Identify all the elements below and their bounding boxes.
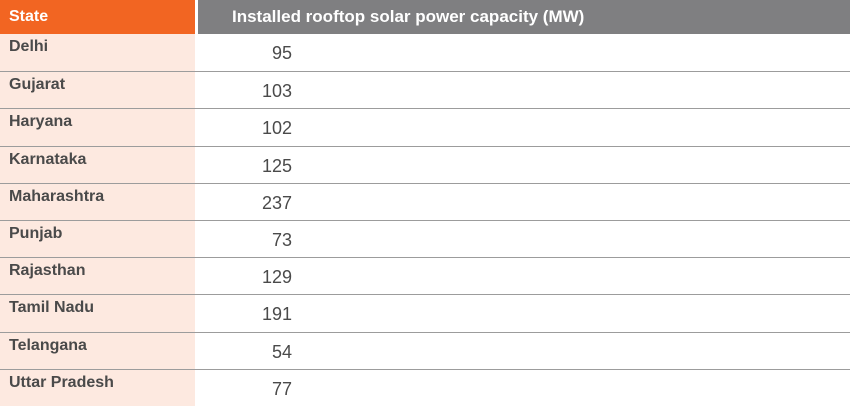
state-cell: Maharashtra: [0, 183, 195, 220]
header-state: State: [0, 0, 195, 34]
table-row: Uttar Pradesh 77: [0, 368, 850, 406]
state-cell: Rajasthan: [0, 258, 195, 295]
cell-divider: [195, 220, 198, 258]
cell-divider: [195, 146, 198, 183]
capacity-value: 102: [261, 118, 292, 139]
header-capacity: Installed rooftop solar power capacity (…: [198, 0, 850, 34]
table-row: Gujarat 103: [0, 71, 850, 109]
table-row: Rajasthan 129: [0, 257, 850, 295]
state-cell: Uttar Pradesh: [0, 369, 195, 406]
state-cell: Tamil Nadu: [0, 295, 195, 332]
capacity-cell: 54: [198, 332, 850, 369]
capacity-value: 129: [261, 267, 292, 288]
table-row: Telangana 54: [0, 331, 850, 369]
capacity-cell: 77: [198, 369, 850, 406]
capacity-cell: 73: [198, 220, 850, 258]
capacity-cell: 95: [198, 34, 850, 72]
cell-divider: [195, 295, 198, 332]
cell-divider: [195, 72, 198, 109]
capacity-cell: 191: [198, 295, 850, 332]
cell-divider: [195, 183, 198, 220]
state-cell: Haryana: [0, 109, 195, 146]
state-cell: Punjab: [0, 220, 195, 258]
header-divider: [195, 0, 198, 34]
table-row: Tamil Nadu 191: [0, 294, 850, 332]
capacity-cell: 129: [198, 258, 850, 295]
capacity-value: 54: [271, 341, 292, 362]
capacity-value: 237: [261, 192, 292, 213]
cell-divider: [195, 258, 198, 295]
cell-divider: [195, 109, 198, 146]
table-body: Delhi 95 Gujarat 103 Haryana 102 Karnata…: [0, 34, 850, 418]
capacity-cell: 103: [198, 72, 850, 109]
state-cell: Gujarat: [0, 72, 195, 109]
table-row: Delhi 95: [0, 34, 850, 72]
capacity-value: 95: [271, 43, 292, 63]
state-cell: Telangana: [0, 332, 195, 369]
capacity-value: 191: [261, 304, 292, 325]
cell-divider: [195, 34, 198, 72]
state-cell: Delhi: [0, 34, 195, 72]
cell-divider: [195, 332, 198, 369]
table-row: Maharashtra 237: [0, 182, 850, 220]
capacity-value: 125: [261, 155, 292, 176]
table-row: Punjab 73: [0, 219, 850, 258]
capacity-cell: 237: [198, 183, 850, 220]
capacity-value: 73: [271, 229, 292, 250]
cell-divider: [195, 369, 198, 406]
capacity-value: 77: [271, 378, 292, 399]
capacity-cell: 102: [198, 109, 850, 146]
state-cell: Karnataka: [0, 146, 195, 183]
table-row: Karnataka 125: [0, 145, 850, 183]
capacity-cell: 125: [198, 146, 850, 183]
capacity-value: 103: [261, 81, 292, 102]
table-header: State Installed rooftop solar power capa…: [0, 0, 850, 34]
table-row: Haryana 102: [0, 108, 850, 146]
